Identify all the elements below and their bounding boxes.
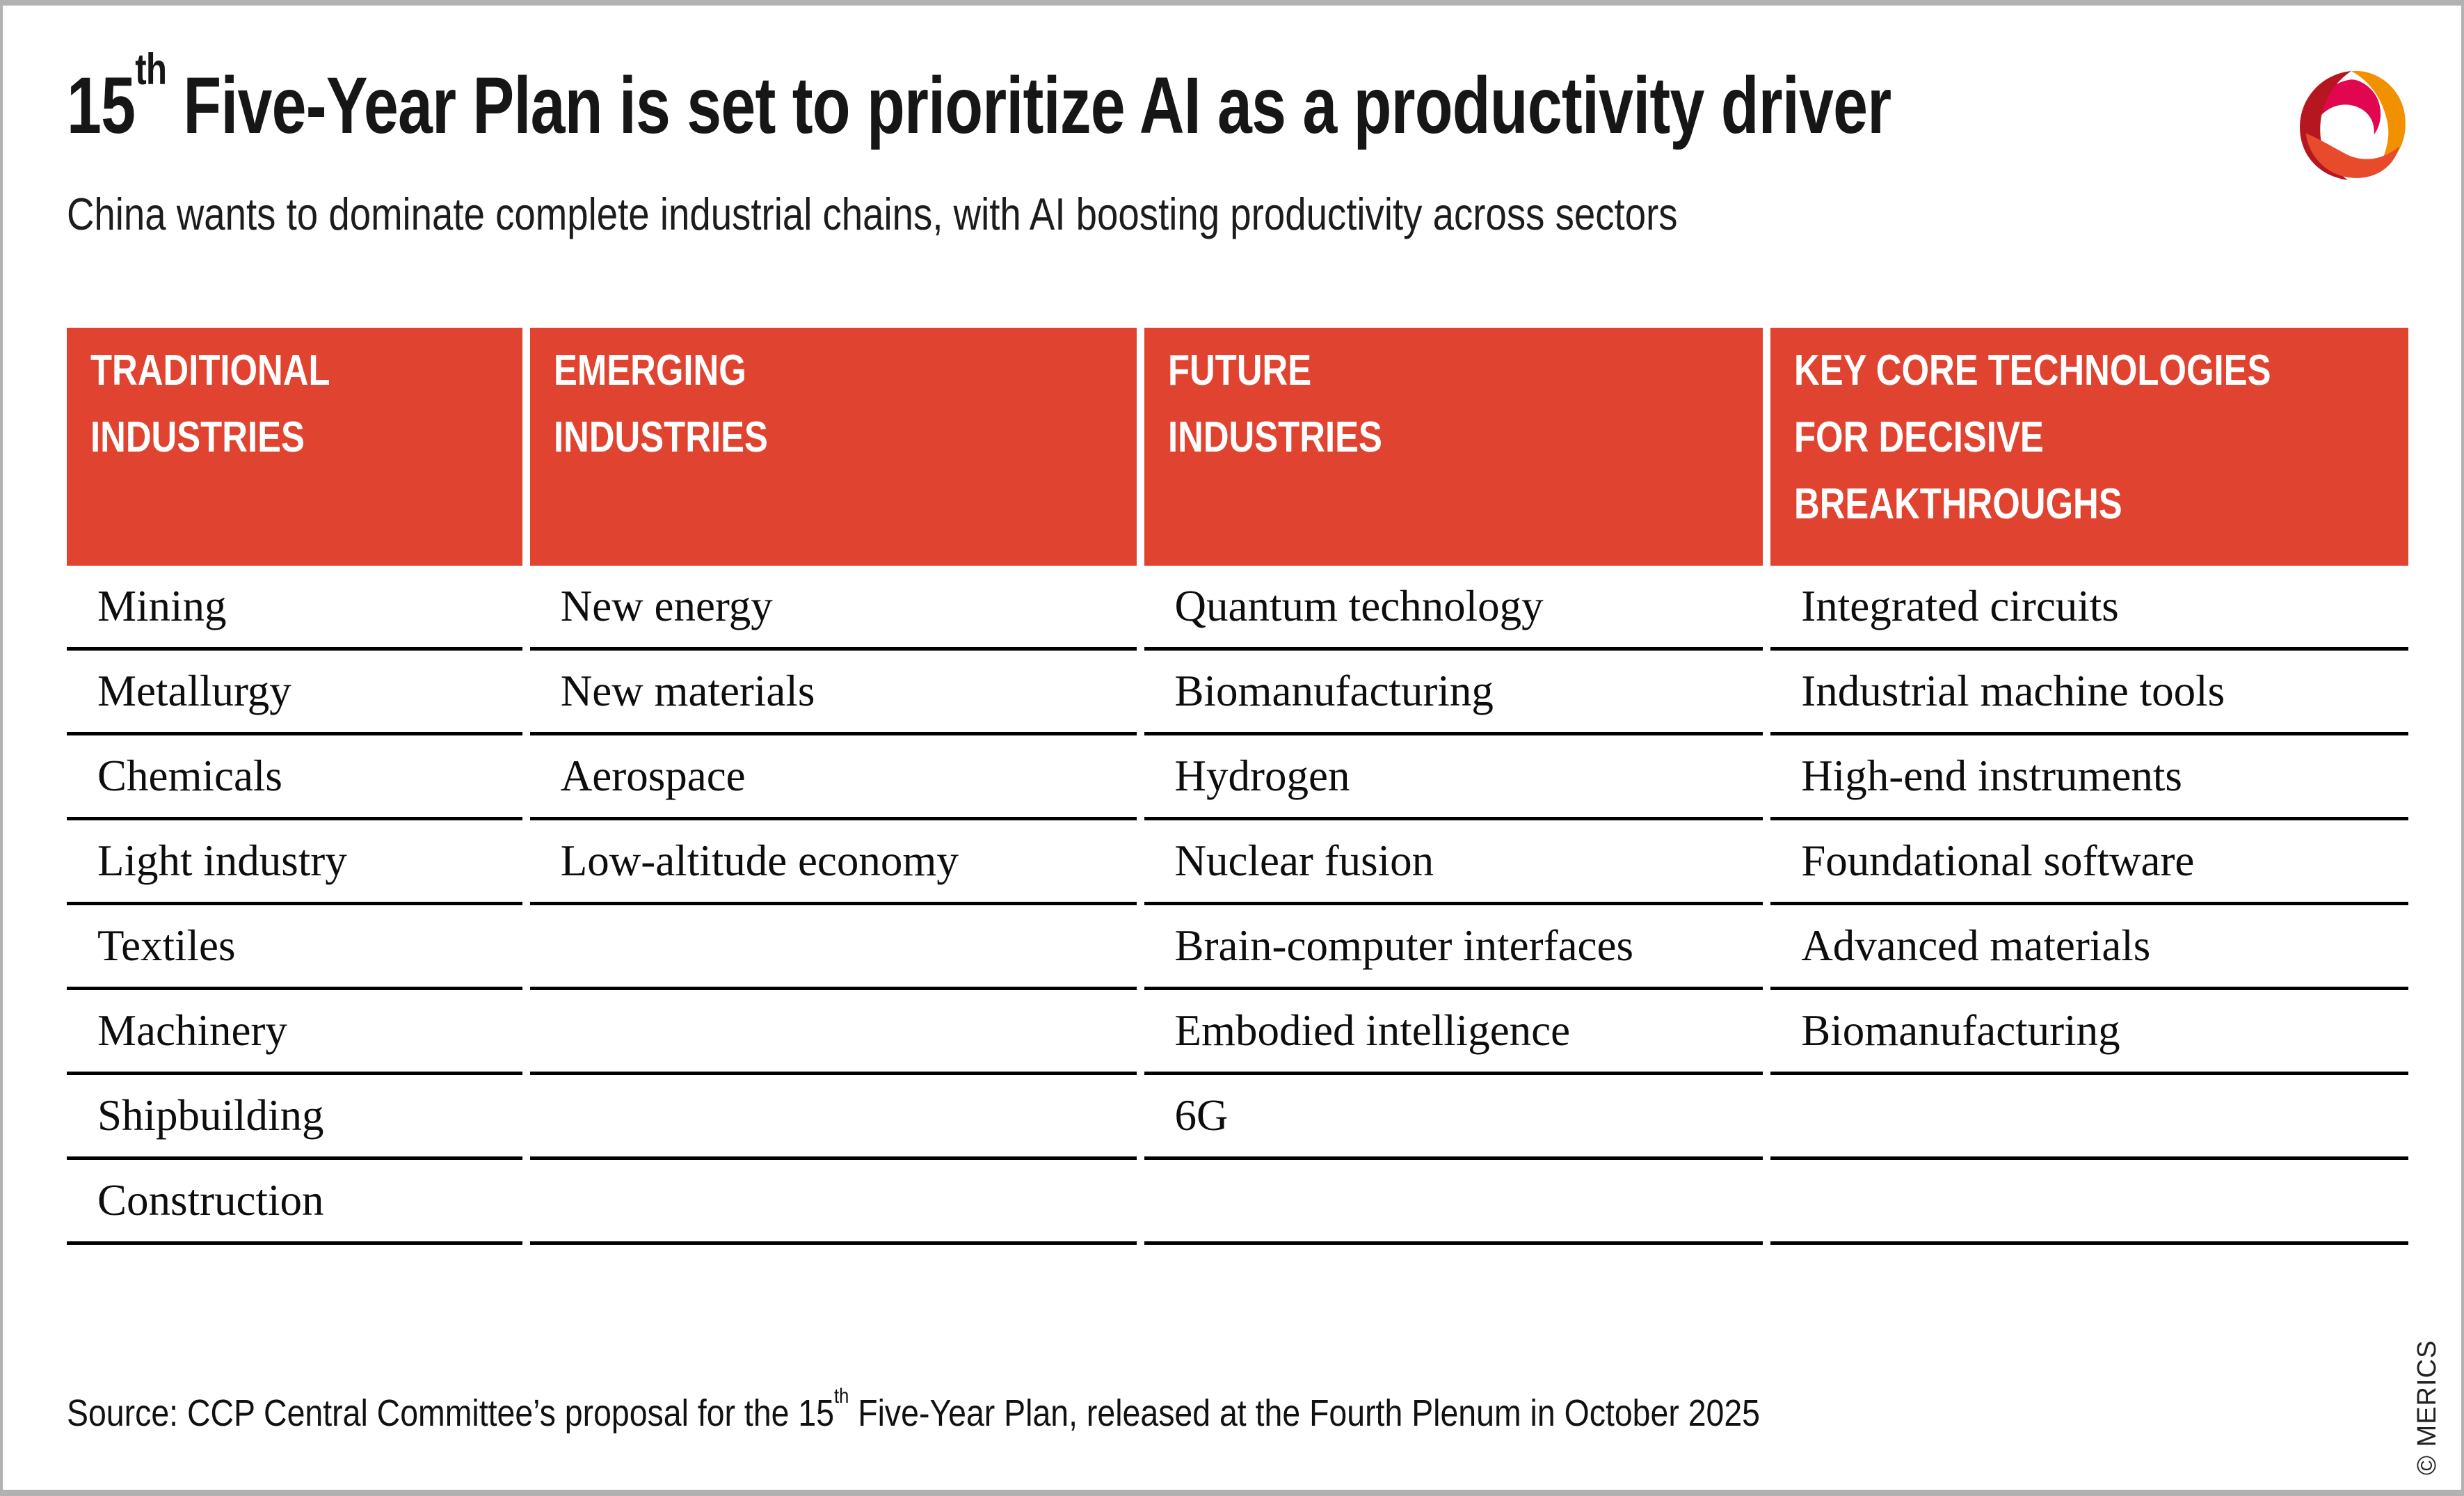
table-cell: New materials [529, 651, 1137, 735]
table-cell: Biomanufacturing [1770, 990, 2408, 1075]
table-cell: Low-altitude economy [529, 820, 1137, 905]
column-header-line: INDUSTRIES [90, 413, 305, 462]
table-cell: Embodied intelligence [1144, 990, 1763, 1075]
table-cell-label: Aerospace [560, 751, 746, 800]
table-cell-label: Metallurgy [97, 667, 291, 715]
table-cell [1770, 1075, 2408, 1160]
column-header-line: BREAKTHROUGHS [1794, 480, 2122, 529]
table-cell-label: Low-altitude economy [560, 836, 959, 885]
title-rest: Five-Year Plan is set to prioritize AI a… [166, 61, 1891, 150]
table-cell: High-end instruments [1770, 735, 2408, 820]
table-cell-label: Light industry [97, 836, 347, 885]
table-cell: Foundational software [1770, 820, 2408, 905]
table-cell-label: Hydrogen [1174, 751, 1350, 800]
table-cell: New energy [529, 566, 1137, 651]
table-cell-label: Advanced materials [1801, 921, 2151, 970]
table-cell [529, 905, 1137, 990]
table-cell-label: High-end instruments [1801, 751, 2182, 800]
table-cell-label: Biomanufacturing [1801, 1006, 2120, 1055]
table-cell: Construction [67, 1160, 522, 1245]
table-cell: Metallurgy [67, 651, 522, 735]
source-prefix: Source: CCP Central Committee’s proposal… [67, 1392, 835, 1434]
table-cell: Nuclear fusion [1144, 820, 1763, 905]
table-cell: Hydrogen [1144, 735, 1763, 820]
column-header-line: EMERGING [553, 347, 746, 395]
copyright-label: © MERICS [2413, 1339, 2442, 1475]
table-cell-label: Nuclear fusion [1174, 836, 1434, 885]
table-cell: Textiles [67, 905, 522, 990]
table-cell: Light industry [67, 820, 522, 905]
table-cell-label: Biomanufacturing [1174, 667, 1494, 715]
column-header: KEY CORE TECHNOLOGIES FOR DECISIVE BREAKTH… [1770, 328, 2408, 566]
source-note: Source: CCP Central Committee’s proposal… [67, 1385, 2035, 1435]
table-cell: Quantum technology [1144, 566, 1763, 651]
source-superscript: th [834, 1384, 849, 1408]
table-cell: Aerospace [529, 735, 1137, 820]
table-cell [529, 1075, 1137, 1160]
table-cell: Machinery [67, 990, 522, 1075]
column-header-line: TRADITIONAL [90, 347, 330, 395]
title-prefix: 15 [67, 61, 136, 150]
table-cell-label: New energy [560, 582, 773, 630]
table-cell [1770, 1160, 2408, 1245]
column-header-line: FOR DECISIVE [1794, 413, 2045, 462]
page-subtitle: China wants to dominate complete industr… [67, 189, 1678, 239]
table-cell: Biomanufacturing [1144, 651, 1763, 735]
table-cell: Industrial machine tools [1770, 651, 2408, 735]
table-cell: Chemicals [67, 735, 522, 820]
title-superscript: th [135, 45, 167, 95]
table-cell-label: 6G [1174, 1091, 1229, 1140]
column-header: TRADITIONAL INDUSTRIES [67, 328, 522, 566]
table-cell-label: Industrial machine tools [1801, 667, 2225, 715]
table-cell [1144, 1160, 1763, 1245]
column-header-line: FUTURE [1167, 347, 1311, 395]
page-title: 15th Five-Year Plan is set to prioritize… [67, 45, 2406, 152]
column-header-line: INDUSTRIES [1167, 413, 1382, 462]
table-cell-label: Embodied intelligence [1174, 1006, 1571, 1055]
table-cell [529, 1160, 1137, 1245]
table-cell-label: Machinery [97, 1006, 287, 1055]
source-suffix: Five-Year Plan, released at the Fourth P… [849, 1392, 1761, 1434]
table-cell: Advanced materials [1770, 905, 2408, 990]
table-cell-label: New materials [560, 667, 815, 715]
table-cell: Mining [67, 566, 522, 651]
industries-table: TRADITIONAL INDUSTRIES Mining Metallurgy Che… [67, 328, 2408, 1245]
table-cell-label: Construction [97, 1176, 324, 1225]
table-cell-label: Chemicals [97, 751, 282, 800]
column-header: EMERGING INDUSTRIES [529, 328, 1137, 566]
table-cell-label: Brain-computer interfaces [1174, 921, 1633, 970]
merics-logo-icon [2300, 70, 2406, 180]
table-cell: Brain-computer interfaces [1144, 905, 1763, 990]
column-header: FUTURE INDUSTRIES [1144, 328, 1763, 566]
table-cell [529, 990, 1137, 1075]
table-cell: 6G [1144, 1075, 1763, 1160]
table-cell: Integrated circuits [1770, 566, 2408, 651]
table-cell-label: Quantum technology [1174, 582, 1544, 630]
column-header-line: INDUSTRIES [553, 413, 768, 462]
column-header-line: KEY CORE TECHNOLOGIES [1794, 347, 2271, 395]
table-cell-label: Shipbuilding [97, 1091, 324, 1140]
table-cell: Shipbuilding [67, 1075, 522, 1160]
table-cell-label: Integrated circuits [1801, 582, 2119, 630]
table-cell-label: Textiles [97, 921, 236, 970]
table-cell-label: Mining [97, 582, 227, 630]
table-cell-label: Foundational software [1801, 836, 2195, 885]
